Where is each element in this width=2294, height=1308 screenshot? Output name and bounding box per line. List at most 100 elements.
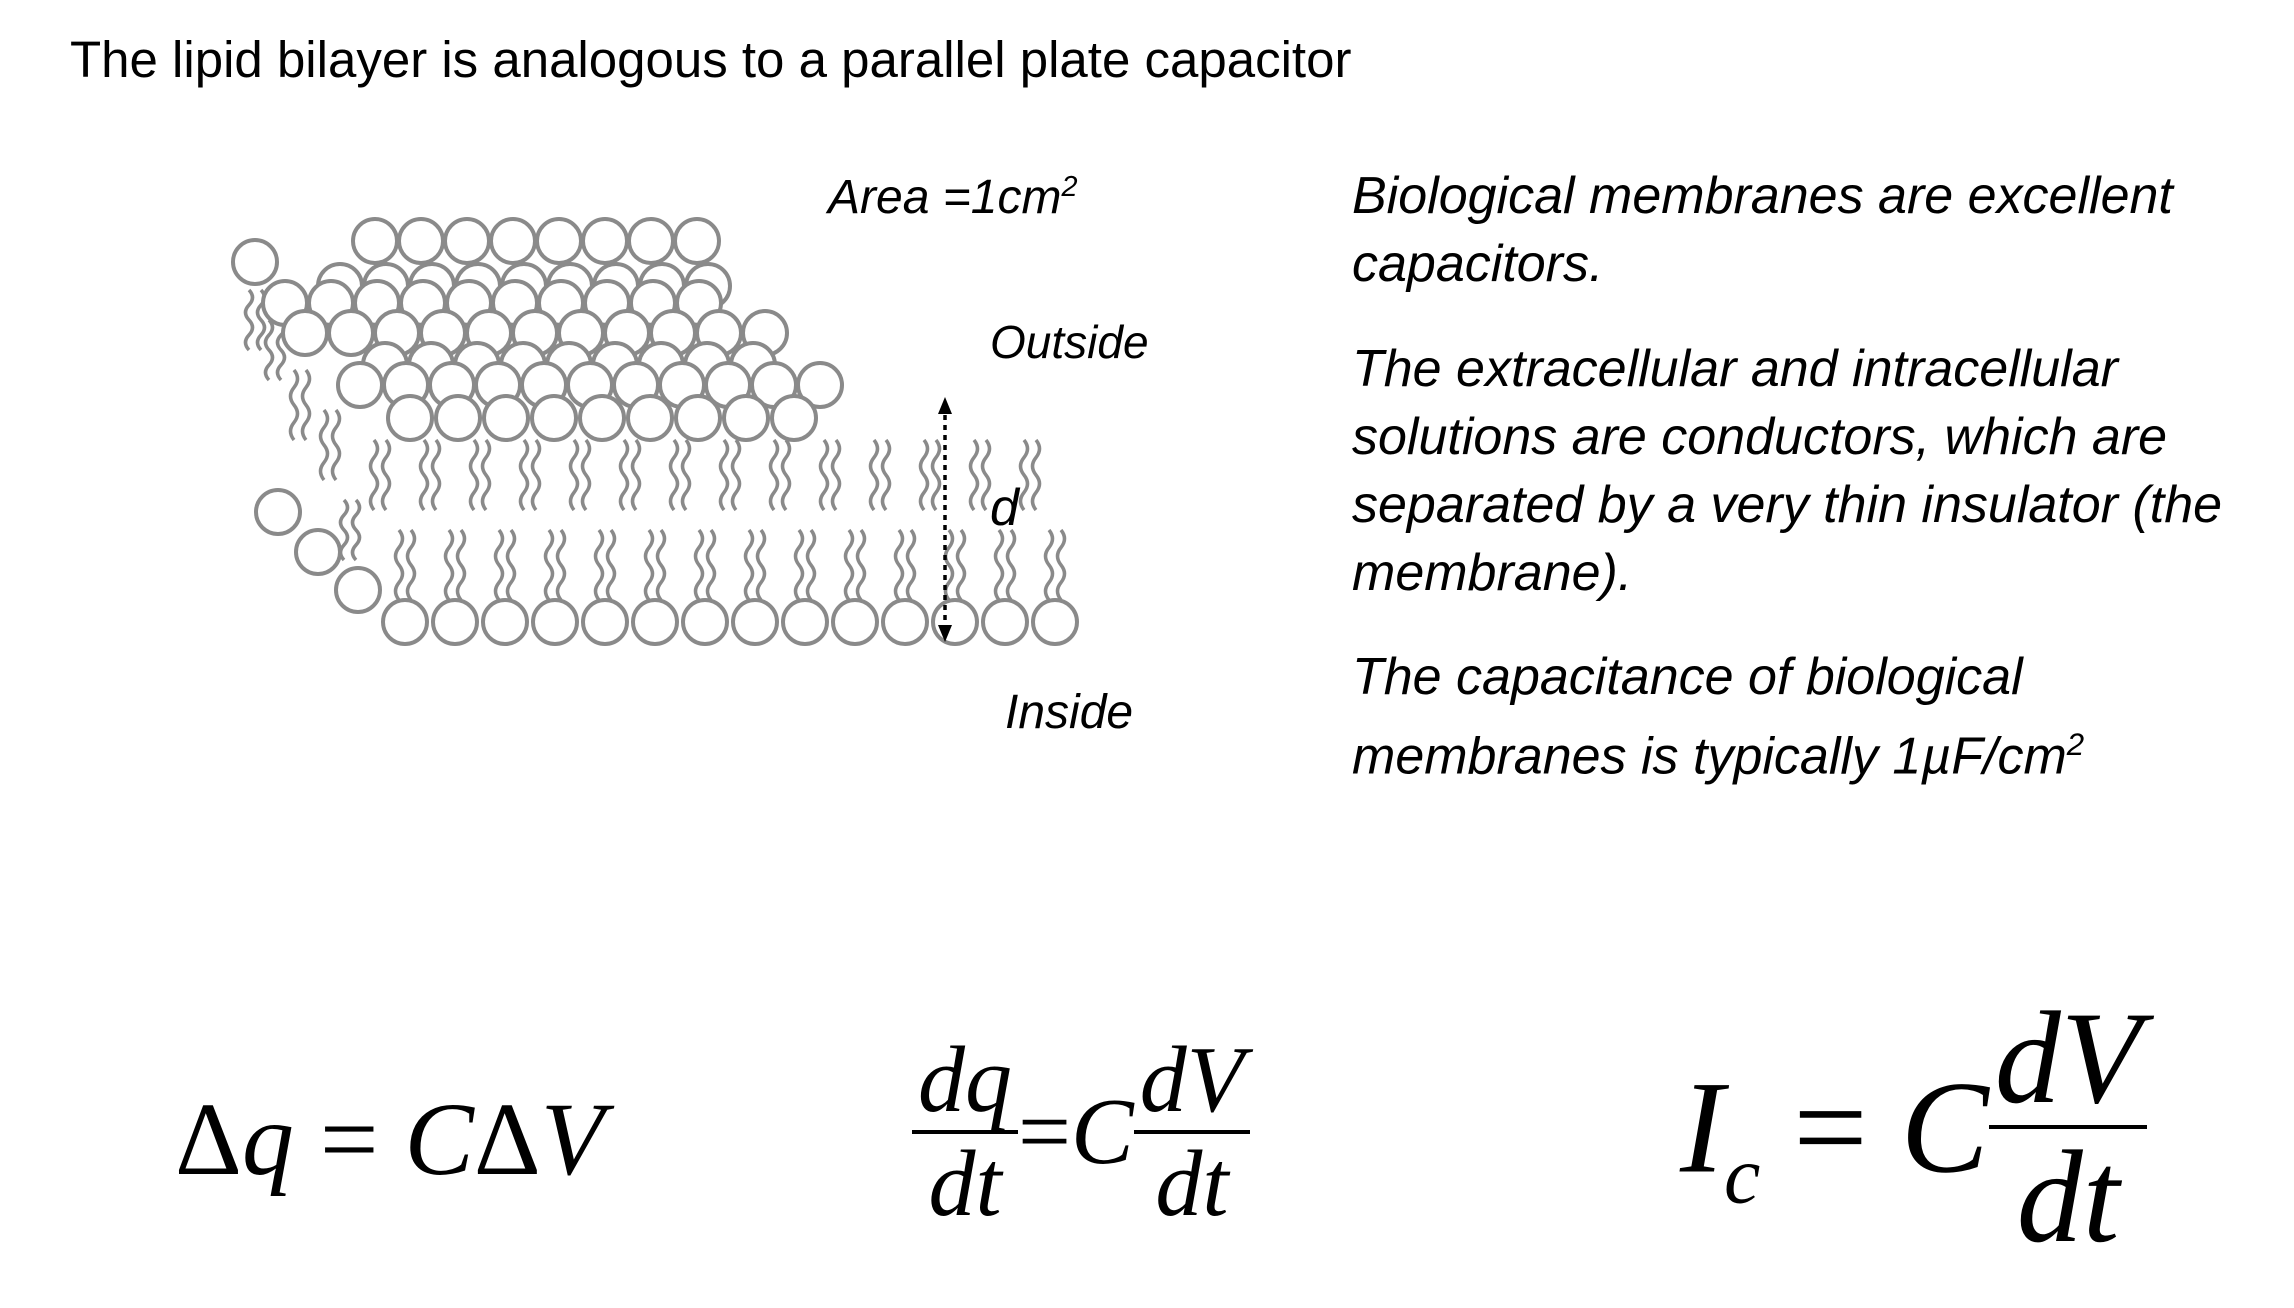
lipid-tail [743,528,755,602]
fraction-dq-dt: dq dt [912,1030,1018,1234]
lipid-tail [630,438,642,512]
lipid-tail [805,528,817,602]
lipid-tail [263,318,275,382]
paragraph-capacitance: The capacitance of biological membranes … [1352,648,2085,786]
lipid-tail [530,438,542,512]
lipid-heads [231,217,1079,646]
lipid-tail [393,528,405,602]
lipid-tail [243,288,255,352]
lipid-tail [405,528,417,602]
lipid-head [481,598,529,646]
lipid-tail [1055,528,1067,602]
lipid-tail [905,528,917,602]
lipid-tail [368,438,380,512]
lipid-tail [430,438,442,512]
lipid-head [831,598,879,646]
paragraph-capacitors: Biological membranes are excellent capac… [1352,167,2173,293]
lipid-head [581,598,629,646]
fraction-dv-dt: dV dt [1988,990,2148,1264]
lipid-head [336,361,384,409]
lipid-head [281,309,329,357]
thickness-d-label: d [990,479,1019,537]
lipid-head [981,598,1029,646]
fraction-dv-dt: dV dt [1133,1030,1251,1234]
lipid-tail [830,438,842,512]
lipid-tail [1018,438,1030,512]
lipid-head [381,598,429,646]
lipid-head [231,238,279,286]
lipid-tail [843,528,855,602]
paragraph-conductors: The extracellular and intracellular solu… [1352,340,2223,602]
lipid-tail [518,438,530,512]
lipid-tail [1030,438,1042,512]
lipid-tail [655,528,667,602]
lipid-head [631,598,679,646]
lipid-head [731,598,779,646]
lipid-head [770,394,818,442]
lipid-tail [493,528,505,602]
lipid-head [674,394,722,442]
lipid-tail [968,438,980,512]
lipid-tail [705,528,717,602]
lipid-head [334,566,382,614]
lipid-tail [793,528,805,602]
lipid-tail [330,408,342,482]
lipid-head [796,361,844,409]
lipid-head [681,598,729,646]
lipid-tail [993,528,1005,602]
lipid-tail [730,438,742,512]
lipid-tail [680,438,692,512]
lipid-tail [930,438,942,512]
lipid-head [530,394,578,442]
lipid-head [781,598,829,646]
lipid-tail [955,528,967,602]
lipid-tail [618,438,630,512]
inside-label: Inside [1005,686,1134,739]
outside-label: Outside [990,316,1149,368]
lipid-tail [855,528,867,602]
lipid-head [397,217,445,265]
lipid-tail [543,528,555,602]
lipid-head [254,488,302,536]
equation-charge: Δq = CΔV [175,1082,605,1197]
lipid-head [535,217,583,265]
lipid-head [627,217,675,265]
lipid-tail [505,528,517,602]
lipid-head [431,598,479,646]
lipid-head [722,394,770,442]
lipid-tail [755,528,767,602]
lipid-tail [868,438,880,512]
lipid-head [931,598,979,646]
lipid-tail [880,438,892,512]
lipid-tail [455,528,467,602]
lipid-tail [980,438,992,512]
lipid-head [578,394,626,442]
lipid-head [489,217,537,265]
lipid-tail [555,528,567,602]
lipid-head [1031,598,1079,646]
lipid-tail [1043,528,1055,602]
lipid-tail [918,438,930,512]
lipid-head [294,528,342,576]
lipid-tail [643,528,655,602]
lipid-head [531,598,579,646]
slide-title: The lipid bilayer is analogous to a para… [70,31,1352,88]
lipid-head [351,217,399,265]
lipid-tail [568,438,580,512]
lipid-tail [718,438,730,512]
lipid-head [386,394,434,442]
lipid-tail [300,368,312,442]
lipid-tail [780,438,792,512]
lipid-tail [480,438,492,512]
lipid-head [327,309,375,357]
lipid-head [443,217,491,265]
lipid-head [434,394,482,442]
area-label: Area =1cm2 [828,171,1078,224]
lipid-head [626,394,674,442]
thickness-arrow [938,397,952,642]
lipid-head [581,217,629,265]
lipid-tail [350,498,362,562]
lipid-tail [768,438,780,512]
